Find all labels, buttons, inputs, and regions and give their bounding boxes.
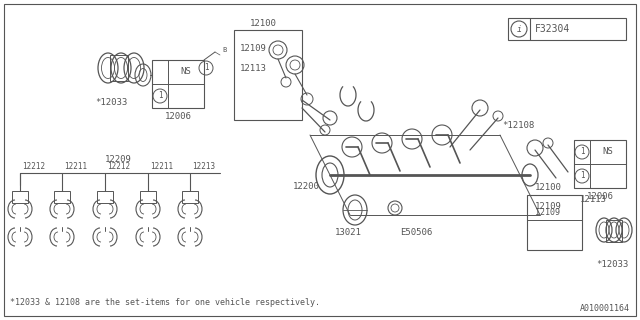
Bar	[54, 191, 70, 203]
Bar	[574, 140, 626, 188]
Text: NS: NS	[603, 148, 613, 156]
Text: B: B	[222, 47, 227, 53]
Text: 12213: 12213	[192, 162, 215, 171]
Bar	[182, 191, 198, 203]
Text: 12109: 12109	[240, 44, 267, 53]
Text: *12108: *12108	[502, 121, 534, 130]
Text: 12200: 12200	[293, 182, 320, 191]
Text: *12033 & 12108 are the set-items for one vehicle respectively.: *12033 & 12108 are the set-items for one…	[10, 298, 320, 307]
Text: 12212: 12212	[107, 162, 130, 171]
Text: 12113: 12113	[580, 195, 607, 204]
Text: 12109: 12109	[535, 208, 560, 217]
Bar	[12, 191, 28, 203]
Bar	[606, 220, 622, 242]
Bar	[527, 195, 582, 250]
Bar	[152, 60, 204, 108]
Text: 12109: 12109	[535, 202, 562, 211]
Bar	[508, 18, 626, 40]
Text: 12211: 12211	[150, 162, 173, 171]
Bar	[234, 30, 302, 120]
Text: F32304: F32304	[535, 24, 570, 34]
Bar	[110, 55, 128, 81]
Text: 12100: 12100	[250, 19, 277, 28]
Text: 12113: 12113	[240, 64, 267, 73]
Text: 12006: 12006	[164, 112, 191, 121]
Text: *12033: *12033	[596, 260, 628, 269]
Text: 12100: 12100	[535, 183, 562, 192]
Text: E50506: E50506	[400, 228, 432, 237]
Text: *12033: *12033	[95, 98, 127, 107]
Text: 1: 1	[580, 148, 584, 156]
Text: i: i	[516, 25, 522, 34]
Bar	[140, 191, 156, 203]
Text: 1: 1	[580, 172, 584, 180]
Bar	[97, 191, 113, 203]
Text: 1: 1	[157, 92, 163, 100]
Text: NS: NS	[180, 68, 191, 76]
Text: A010001164: A010001164	[580, 304, 630, 313]
Text: 12209: 12209	[105, 155, 132, 164]
Text: 12212: 12212	[22, 162, 45, 171]
Text: 12211: 12211	[64, 162, 87, 171]
Text: 1: 1	[204, 63, 208, 73]
Text: 12006: 12006	[587, 192, 613, 201]
Text: 13021: 13021	[335, 228, 362, 237]
